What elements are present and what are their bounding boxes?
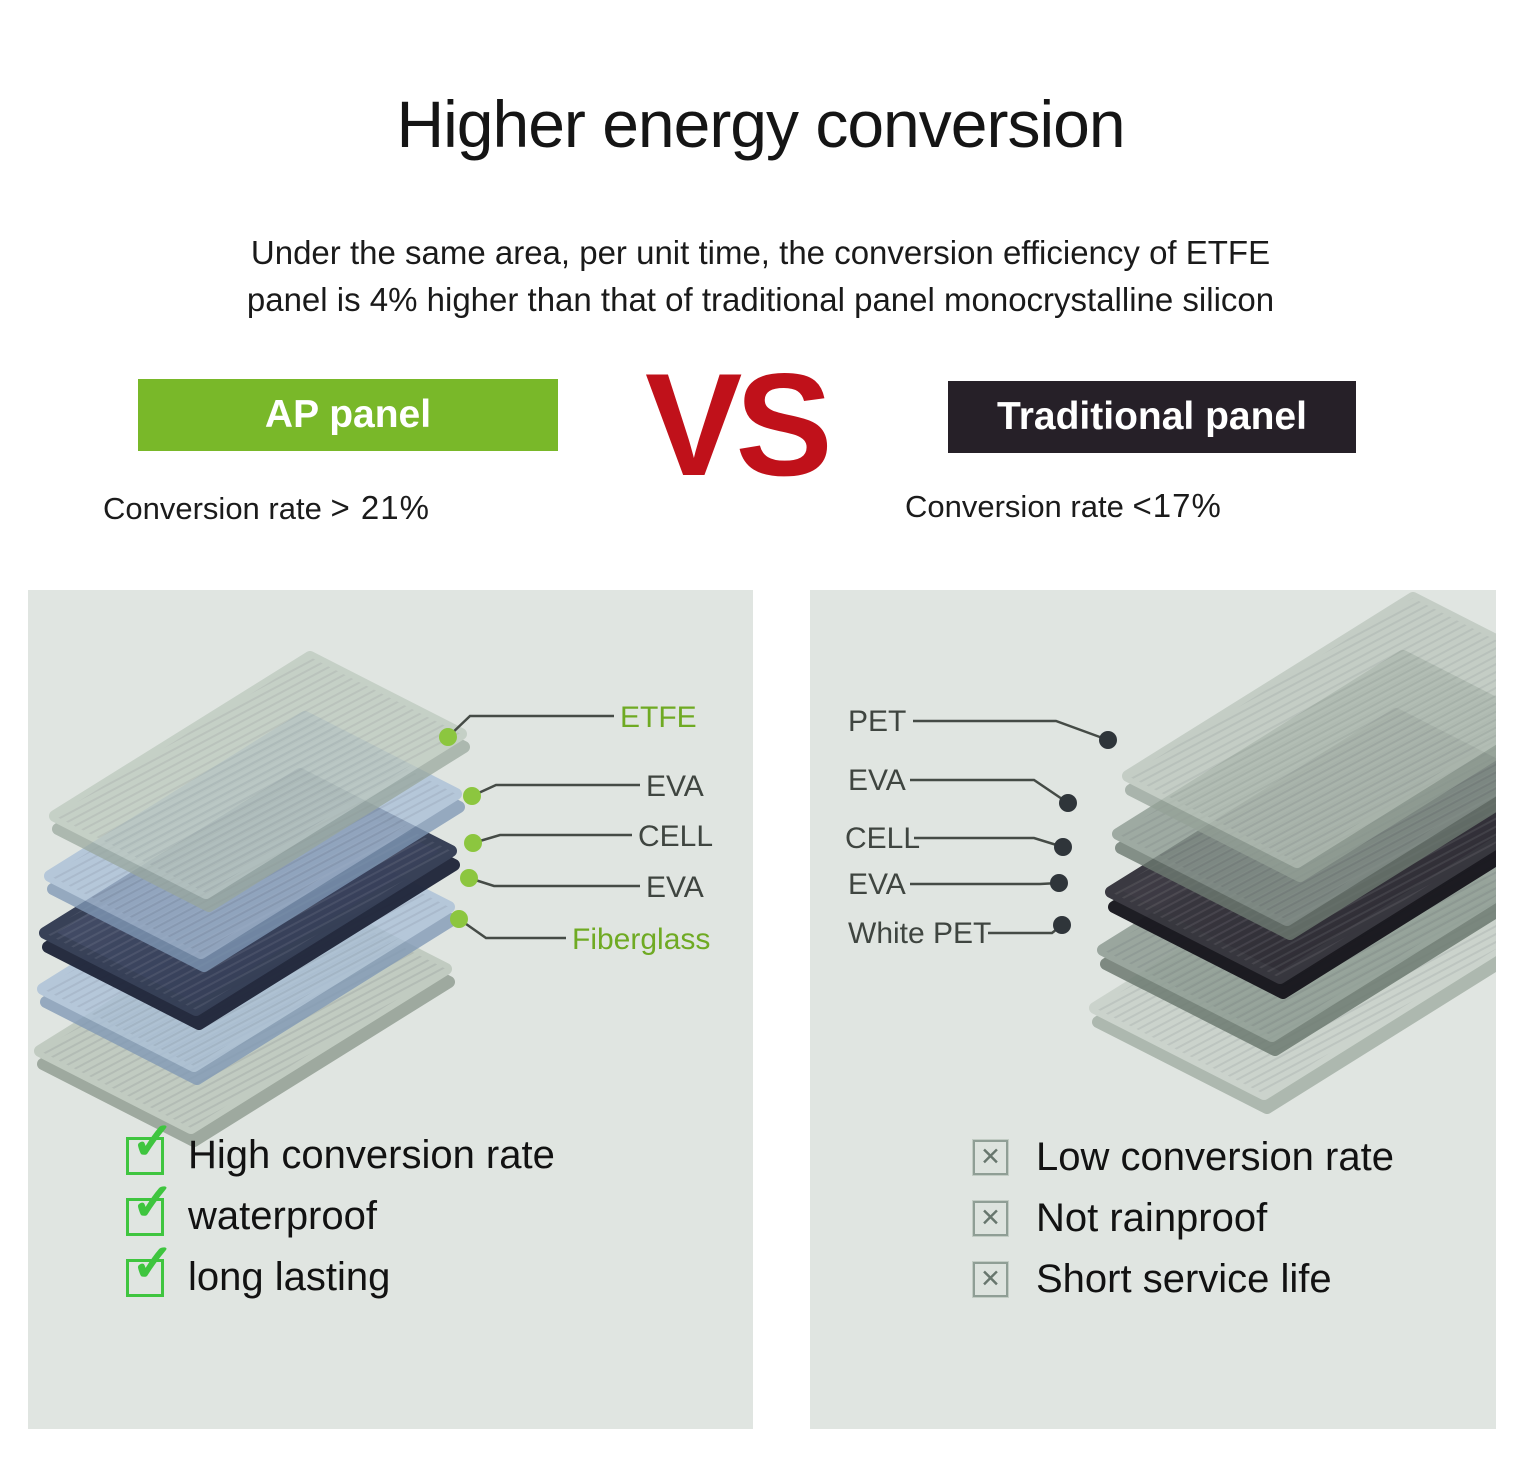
layer-label-white-pet: White PET <box>848 917 991 950</box>
leader-line-eva-bottom <box>910 881 1060 886</box>
leader-line-eva-bottom <box>468 876 640 888</box>
feature-label: waterproof <box>188 1194 377 1238</box>
subtitle: Under the same area, per unit time, the … <box>0 230 1521 324</box>
layer-dot-eva-bottom <box>1050 874 1068 892</box>
traditional-panel-layer-diagram: PET EVA CELL EVA White PET <box>845 590 1496 1429</box>
layer-dot-eva-bottom <box>460 869 478 887</box>
ap-conversion-label: Conversion rate <box>103 491 322 526</box>
leader-line-eva-top <box>910 778 1069 805</box>
layer-dot-cell <box>1054 838 1072 856</box>
traditional-conversion-value: <17% <box>1132 487 1222 524</box>
crossed-checkbox-icon: ✕ <box>972 1261 1009 1298</box>
feature-label: Low conversion rate <box>1036 1135 1394 1179</box>
leader-line-pet <box>913 719 1109 742</box>
leader-line-etfe <box>447 714 614 738</box>
layer-label-eva-bottom: EVA <box>646 871 704 904</box>
layer-dot-pet <box>1099 731 1117 749</box>
feature-item: ✓ long lasting <box>126 1238 555 1299</box>
layer-dot-fiberglass <box>450 910 468 928</box>
leader-line-fiberglass <box>458 917 566 940</box>
feature-label: High conversion rate <box>188 1133 555 1177</box>
ap-conversion-rate: Conversion rate > 21% <box>103 489 430 527</box>
traditional-panel-card: PET EVA CELL EVA White PET ✕ Low convers… <box>810 590 1496 1429</box>
traditional-conversion-rate: Conversion rate <17% <box>905 487 1222 525</box>
layer-label-eva-top: EVA <box>848 764 906 797</box>
layer-label-eva-bottom: EVA <box>848 868 906 901</box>
traditional-conversion-label: Conversion rate <box>905 489 1124 524</box>
leader-line-cell <box>914 836 1064 849</box>
crossed-checkbox-icon: ✕ <box>972 1139 1009 1176</box>
subtitle-line-1: Under the same area, per unit time, the … <box>250 234 1271 271</box>
traditional-panel-banner: Traditional panel <box>948 381 1356 453</box>
feature-item: ✓ High conversion rate <box>126 1116 555 1177</box>
leader-line-white-pet <box>988 924 1063 935</box>
leader-line-eva-top <box>471 783 640 798</box>
feature-item: ✕ Not rainproof <box>972 1196 1394 1240</box>
layer-label-eva-top: EVA <box>646 770 704 803</box>
ap-panel-features: ✓ High conversion rate ✓ waterproof ✓ lo… <box>126 1116 555 1318</box>
layer-dot-white-pet <box>1053 916 1071 934</box>
layer-label-cell: CELL <box>845 822 920 855</box>
layer-label-fiberglass: Fiberglass <box>572 923 710 956</box>
page-title: Higher energy conversion <box>396 87 1125 161</box>
ap-conversion-value: > 21% <box>330 489 430 526</box>
ap-panel-card: ETFE EVA CELL EVA Fiberglass ✓ High conv… <box>28 590 753 1429</box>
feature-label: Short service life <box>1036 1257 1332 1301</box>
checked-checkbox-icon: ✓ <box>126 1238 175 1297</box>
layer-dot-etfe <box>439 728 457 746</box>
layer-label-pet: PET <box>848 705 906 738</box>
feature-label: Not rainproof <box>1036 1196 1268 1240</box>
checked-checkbox-icon: ✓ <box>126 1177 175 1236</box>
feature-item: ✕ Low conversion rate <box>972 1135 1394 1179</box>
subtitle-line-2: panel is 4% higher than that of traditio… <box>246 280 1275 318</box>
ap-panel-layer-diagram: ETFE EVA CELL EVA Fiberglass <box>28 590 713 1429</box>
traditional-panel-features: ✕ Low conversion rate ✕ Not rainproof ✕ … <box>972 1135 1394 1320</box>
leader-line-cell <box>472 833 632 845</box>
crossed-checkbox-icon: ✕ <box>972 1200 1009 1237</box>
layer-dot-eva-top <box>463 787 481 805</box>
feature-item: ✓ waterproof <box>126 1177 555 1238</box>
layer-label-cell: CELL <box>638 820 713 853</box>
layer-label-etfe: ETFE <box>620 701 697 734</box>
layer-dot-eva-top <box>1059 794 1077 812</box>
feature-item: ✕ Short service life <box>972 1257 1394 1301</box>
ap-panel-banner: AP panel <box>138 379 558 451</box>
checked-checkbox-icon: ✓ <box>126 1116 175 1175</box>
feature-label: long lasting <box>188 1255 391 1299</box>
layer-dot-cell <box>464 834 482 852</box>
versus-label: VS <box>645 343 833 506</box>
